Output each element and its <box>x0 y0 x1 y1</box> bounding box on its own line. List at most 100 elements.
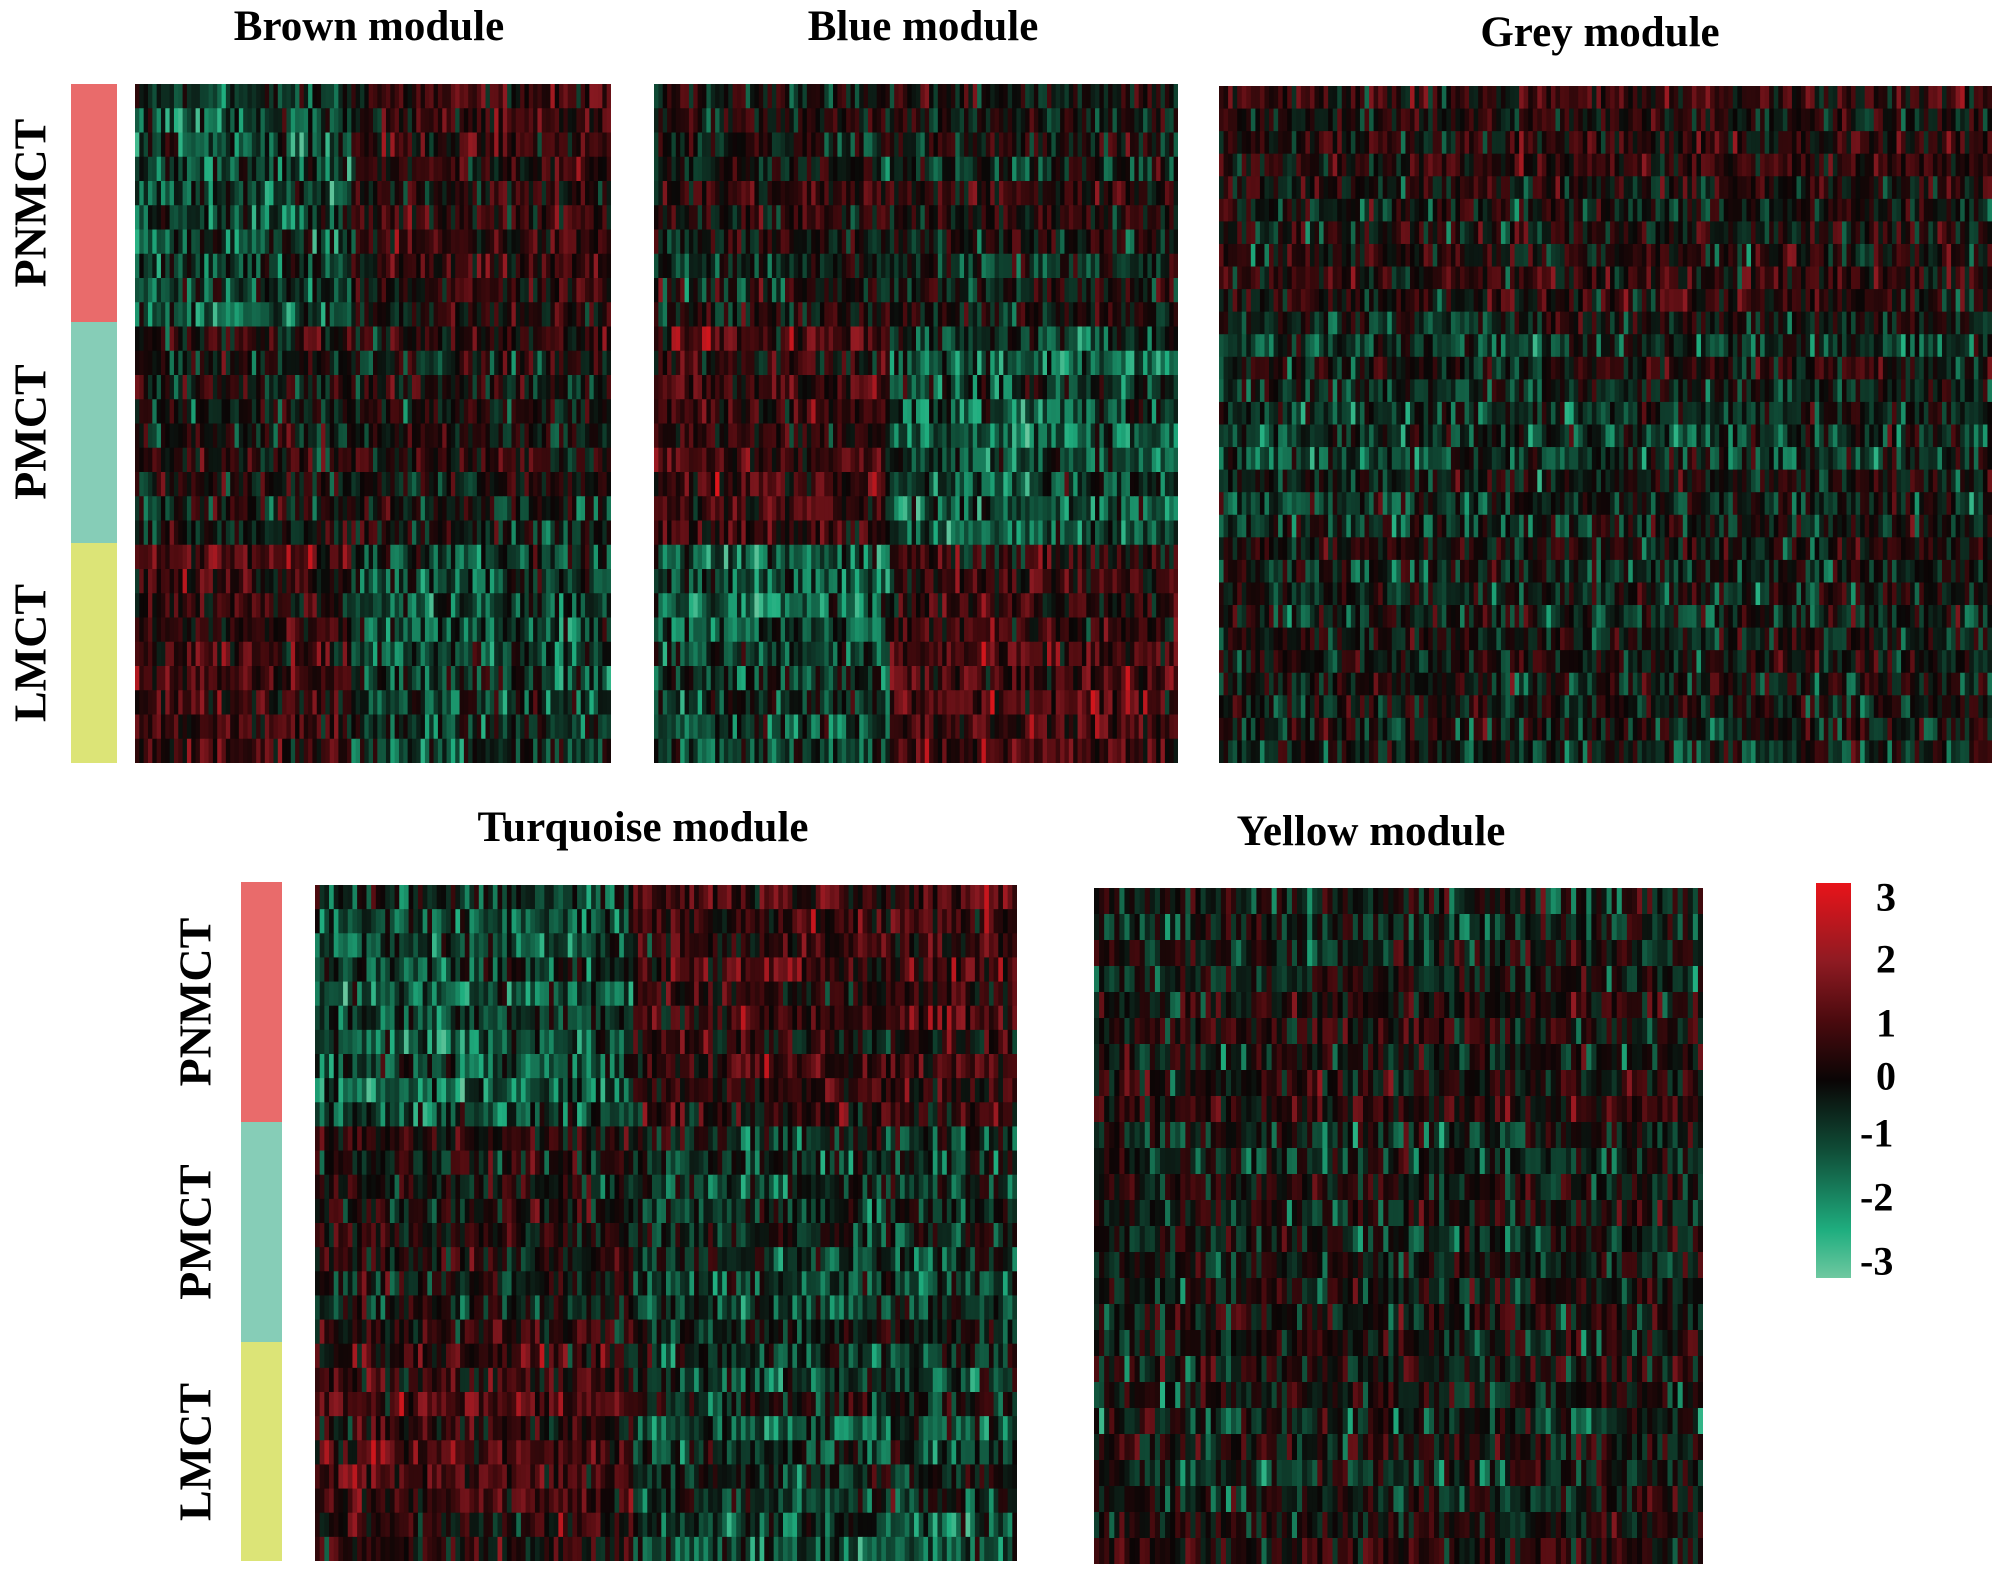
heatmap-cell <box>217 472 223 497</box>
heatmap-cell <box>572 326 577 352</box>
heatmap-cell <box>850 132 856 158</box>
heatmap-cell <box>894 326 900 352</box>
heatmap-cell <box>208 350 214 376</box>
heatmap-cell <box>754 181 760 206</box>
heatmap-cell <box>394 666 400 691</box>
heatmap-cell <box>420 569 426 594</box>
heatmap-cell <box>841 229 847 255</box>
heatmap-cell <box>321 205 326 231</box>
heatmap-cell <box>950 423 956 449</box>
heatmap-cell <box>981 326 987 352</box>
heatmap-cell <box>697 399 703 425</box>
heatmap-cell <box>1169 326 1175 352</box>
heatmap-cell <box>455 447 461 473</box>
heatmap-cell <box>295 181 301 206</box>
heatmap-cell <box>950 181 956 206</box>
heatmap-cell <box>450 326 456 352</box>
heatmap-cell <box>736 326 742 352</box>
heatmap-cell <box>745 278 751 303</box>
heatmap-cell <box>173 666 179 691</box>
heatmap-cell <box>837 326 843 352</box>
heatmap-cell <box>719 181 725 206</box>
heatmap-cell <box>815 132 821 158</box>
heatmap-cell <box>697 229 703 255</box>
heatmap-cell <box>1151 229 1157 255</box>
heatmap-cell <box>1038 447 1044 473</box>
heatmap-cell <box>585 520 590 546</box>
heatmap-cell <box>745 156 751 182</box>
heatmap-cell <box>684 108 690 134</box>
heatmap-cell <box>481 326 487 352</box>
heatmap-cell <box>156 617 162 643</box>
heatmap-cell <box>867 156 873 182</box>
heatmap-cell <box>1160 156 1166 182</box>
heatmap-cell <box>972 132 978 158</box>
heatmap-cell <box>533 666 539 691</box>
heatmap-cell <box>675 375 681 400</box>
heatmap-cell <box>811 205 817 231</box>
heatmap-cell <box>563 181 569 206</box>
heatmap-cell <box>437 447 443 473</box>
heatmap-cell <box>693 326 699 352</box>
heatmap-cell <box>972 156 978 182</box>
heatmap-cell <box>933 132 939 158</box>
heatmap-cell <box>511 375 517 400</box>
heatmap-cell <box>191 132 197 158</box>
heatmap-cell <box>933 181 939 206</box>
heatmap-cell <box>876 423 882 449</box>
heatmap-cell <box>507 617 513 643</box>
heatmap-cell <box>247 423 253 449</box>
heatmap-cell <box>217 350 223 376</box>
heatmap-cell <box>204 229 210 255</box>
heatmap-cell <box>572 617 577 643</box>
heatmap-cell <box>828 278 834 303</box>
heatmap-cell <box>403 326 409 352</box>
heatmap-cell <box>160 738 166 763</box>
heatmap-cell <box>264 738 270 763</box>
heatmap-cell <box>1051 326 1057 352</box>
heatmap-cell <box>994 205 1000 231</box>
heatmap-cell <box>472 544 478 570</box>
heatmap-cell <box>776 229 782 255</box>
heatmap-cell <box>528 326 534 352</box>
heatmap-cell <box>1042 205 1048 231</box>
heatmap-cell <box>481 253 487 279</box>
heatmap-cell <box>806 205 812 231</box>
heatmap-cell <box>186 132 192 158</box>
heatmap-cell <box>776 302 782 328</box>
heatmap-cell <box>911 181 917 206</box>
heatmap-cell <box>933 447 939 473</box>
heatmap-cell <box>771 156 777 182</box>
heatmap-cell <box>589 156 595 182</box>
heatmap-cell <box>789 84 795 109</box>
heatmap-cell <box>859 278 865 303</box>
heatmap-cell <box>1103 132 1109 158</box>
heatmap-cell <box>238 544 244 570</box>
heatmap-cell <box>671 278 677 303</box>
heatmap-cell <box>688 205 694 231</box>
heatmap-cell <box>342 641 348 667</box>
heatmap-cell <box>290 350 296 376</box>
heatmap-cell <box>1033 447 1039 473</box>
heatmap-cell <box>485 229 491 255</box>
heatmap-cell <box>828 181 834 206</box>
heatmap-cell <box>199 181 205 206</box>
heatmap-cell <box>498 229 504 255</box>
heatmap-cell <box>658 423 664 449</box>
heatmap-cell <box>572 350 577 376</box>
heatmap-cell <box>1007 108 1013 134</box>
heatmap-cell <box>964 326 969 352</box>
heatmap-cell <box>806 326 812 352</box>
heatmap-cell <box>407 472 413 497</box>
heatmap-cell <box>758 350 764 376</box>
heatmap-cell <box>675 423 681 449</box>
heatmap-cell <box>994 253 1000 279</box>
heatmap-cell <box>230 181 236 206</box>
heatmap-cell <box>598 108 603 134</box>
heatmap-cell <box>494 569 500 594</box>
heatmap-cell <box>308 714 314 740</box>
heatmap-cell <box>347 181 352 206</box>
heatmap-cell <box>308 350 314 376</box>
heatmap-cell <box>955 326 961 352</box>
heatmap-cell <box>178 253 184 279</box>
